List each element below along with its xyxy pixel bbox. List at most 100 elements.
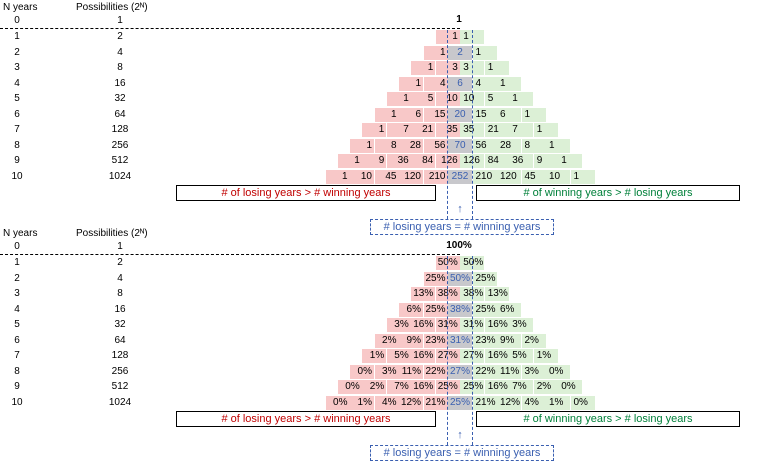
winning-cell: 1 [558, 154, 583, 168]
losing-label: # of losing years > # winning years [176, 185, 436, 201]
losing-cell: 15 [423, 107, 448, 122]
winning-cell: 1 [509, 92, 534, 106]
losing-cell: 3% [374, 364, 399, 379]
winning-cell: 10 [546, 169, 570, 184]
winning-label: # of winning years > # losing years [476, 185, 740, 201]
center-guide [447, 256, 448, 445]
winning-cell: 2% [533, 380, 558, 394]
row-n: 5 [14, 93, 20, 104]
row-n: 1 [14, 257, 20, 268]
row-n: 10 [11, 170, 23, 182]
losing-cell: 6 [399, 107, 423, 122]
winning-cell: 16% [484, 349, 509, 363]
losing-cell: 1 [337, 154, 362, 168]
losing-cell: 13% [411, 287, 436, 301]
winning-cell: 3% [509, 318, 534, 332]
winning-cell: 120 [497, 169, 521, 184]
losing-cell: 23% [423, 333, 448, 348]
winning-cell: 1 [546, 138, 570, 153]
winning-cell: 21 [484, 123, 509, 137]
losing-cell: 1 [386, 92, 411, 106]
winning-cell: 84 [484, 154, 509, 168]
losing-cell: 45 [374, 169, 399, 184]
winning-cell: 3% [521, 364, 546, 379]
row-possibilities: 4 [117, 272, 123, 284]
winning-cell: 0% [570, 395, 595, 410]
center-cell: 31% [448, 333, 472, 348]
winning-cell: 1 [472, 45, 497, 60]
separator-line [0, 28, 460, 29]
winning-cell: 4% [521, 395, 546, 410]
losing-cell: 5% [386, 349, 411, 363]
row-possibilities: 1024 [108, 396, 132, 408]
panel-counts: N years Possibilities (2ᴺ) 0 1 1 1 2 1 1 2 4 1 2 1 3 8 1… [0, 0, 782, 235]
losing-cell: 2% [362, 380, 387, 394]
row-n: 2 [14, 272, 20, 284]
winning-cell: 6% [497, 302, 521, 317]
row-n: 6 [14, 108, 20, 120]
row-possibilities: 64 [114, 334, 126, 346]
center-cell: 6 [448, 76, 472, 91]
losing-cell: 4 [423, 76, 448, 91]
row-possibilities: 1 [117, 241, 123, 252]
losing-cell: 3% [386, 318, 411, 332]
winning-cell: 23% [472, 333, 497, 348]
center-guide [447, 30, 448, 219]
row-n: 7 [14, 350, 20, 361]
row-n: 3 [14, 62, 20, 73]
winning-cell: 13% [484, 287, 509, 301]
winning-cell: 1% [546, 395, 570, 410]
center-guide [472, 256, 473, 445]
winning-cell: 21% [472, 395, 497, 410]
row-n: 8 [14, 365, 20, 377]
row-possibilities: 512 [111, 155, 129, 166]
losing-cell: 1 [399, 76, 423, 91]
row-n: 3 [14, 288, 20, 299]
losing-cell: 9% [399, 333, 423, 348]
winning-cell: 6 [497, 107, 521, 122]
winning-cell: 36 [509, 154, 534, 168]
row-n: 4 [14, 77, 20, 89]
losing-cell: 0% [337, 380, 362, 394]
row-n: 7 [14, 124, 20, 135]
panel-percents: N years Possibilities (2ᴺ) 0 1 100% 1 2 50% 50% 2… [0, 228, 782, 461]
center-cell: 25% [448, 395, 472, 410]
row-possibilities: 16 [114, 77, 126, 89]
winning-cell: 9 [533, 154, 558, 168]
losing-cell: 8 [374, 138, 399, 153]
losing-cell: 7% [386, 380, 411, 394]
row-possibilities: 256 [111, 139, 129, 151]
winning-label: # of winning years > # losing years [476, 411, 740, 427]
losing-cell: 56 [423, 138, 448, 153]
losing-cell: 1 [325, 169, 350, 184]
losing-cell: 1 [374, 107, 399, 122]
losing-cell: 22% [423, 364, 448, 379]
equal-label: # losing years = # winning years [370, 445, 554, 461]
row-n: 4 [14, 303, 20, 315]
losing-cell: 1% [350, 395, 374, 410]
losing-cell: 5 [411, 92, 436, 106]
center-cell: 38% [448, 302, 472, 317]
losing-cell: 12% [399, 395, 423, 410]
winning-cell: 56 [472, 138, 497, 153]
losing-cell: 1 [411, 61, 436, 75]
winning-cell: 5 [484, 92, 509, 106]
losing-cell: 21 [411, 123, 436, 137]
row-n: 9 [14, 381, 20, 392]
row-possibilities: 2 [117, 31, 123, 42]
losing-cell: 0% [325, 395, 350, 410]
header-possibilities: Possibilities (2ᴺ) [76, 228, 148, 239]
losing-cell: 16% [411, 318, 436, 332]
losing-cell: 120 [399, 169, 423, 184]
header-n-years: N years [3, 2, 38, 13]
center-cell: 2 [448, 45, 472, 60]
losing-cell: 1 [423, 45, 448, 60]
center-cell: 252 [448, 169, 472, 184]
separator-line [0, 254, 460, 255]
losing-cell: 21% [423, 395, 448, 410]
losing-cell: 84 [411, 154, 436, 168]
top-value: 1 [456, 14, 462, 25]
header-possibilities: Possibilities (2ᴺ) [76, 2, 148, 13]
winning-cell: 210 [472, 169, 497, 184]
losing-cell: 4% [374, 395, 399, 410]
